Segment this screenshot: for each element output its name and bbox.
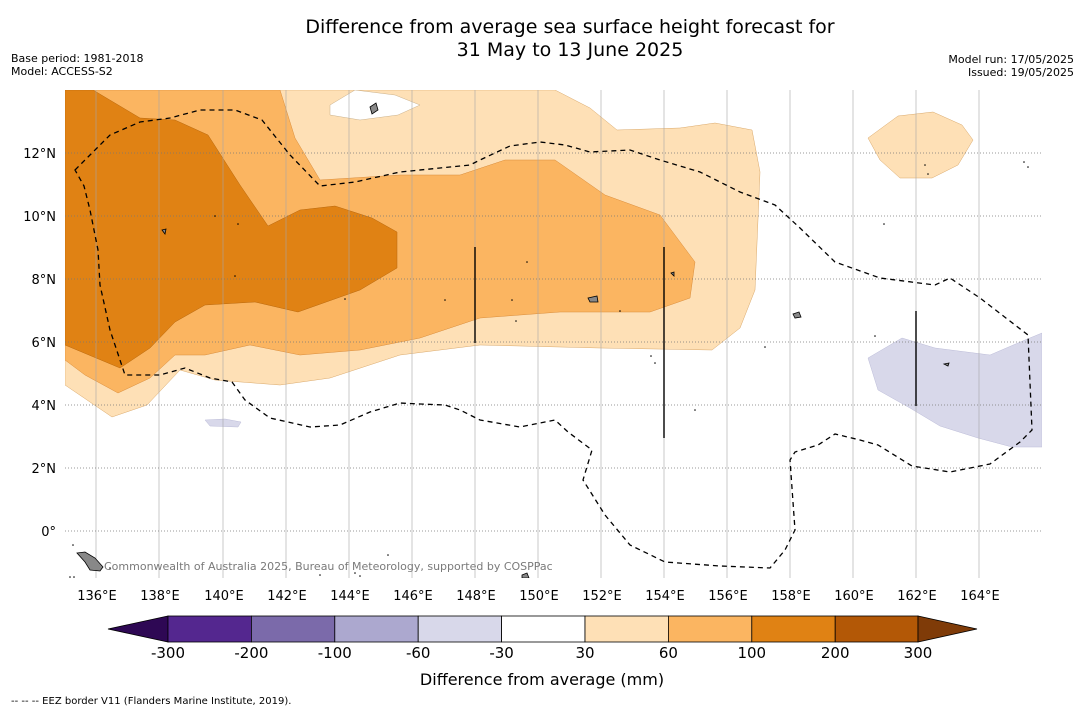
colorbar-label: -30 — [489, 644, 514, 662]
colorbar-label: 200 — [821, 644, 850, 662]
lon-tick-labels: 136°E 138°E 140°E 142°E 144°E 146°E 148°… — [77, 589, 1000, 604]
lon-tick: 156°E — [708, 589, 748, 604]
anomaly-100-200-region — [65, 90, 398, 369]
lon-tick: 146°E — [393, 589, 433, 604]
colorbar-label: 300 — [904, 644, 933, 662]
lon-tick: 150°E — [519, 589, 559, 604]
colorbar-bin — [668, 615, 753, 643]
title-line-2: 31 May to 13 June 2025 — [456, 39, 684, 61]
lat-tick: 4°N — [32, 399, 57, 414]
lon-tick: 162°E — [897, 589, 937, 604]
lon-tick: 138°E — [140, 589, 180, 604]
colorbar-bin — [250, 615, 336, 643]
islands — [76, 102, 950, 578]
colorbar-bin — [834, 615, 919, 643]
colorbar-bin — [501, 615, 586, 643]
colorbar-min-arrow — [107, 615, 169, 643]
lat-tick-labels: 12°N 10°N 8°N 6°N 4°N 2°N 0° — [23, 147, 56, 540]
colorbar-max-arrow — [917, 615, 978, 643]
island-small-c — [670, 271, 675, 277]
marker-lines — [474, 247, 917, 438]
anomaly-neg-30-60-region — [867, 332, 1042, 448]
meta-right: Model run: 17/05/2025 Issued: 19/05/2025 — [948, 53, 1074, 79]
base-period: Base period: 1981-2018 — [11, 52, 144, 65]
lon-tick: 152°E — [582, 589, 622, 604]
map-panel: Commonwealth of Australia 2025, Bureau o… — [65, 90, 1042, 578]
colorbar-label: -300 — [151, 644, 185, 662]
lon-tick: 164°E — [960, 589, 1000, 604]
island-palau — [76, 551, 104, 572]
model-run: Model run: 17/05/2025 — [948, 53, 1074, 66]
eez-border-line — [74, 109, 1033, 569]
lat-tick: 0° — [41, 525, 56, 540]
colorbar-label: 100 — [737, 644, 766, 662]
atoll-dots — [69, 161, 1029, 578]
eez-footnote: -- -- -- EEZ border V11 (Flanders Marine… — [11, 696, 292, 707]
colorbar-bin — [167, 615, 252, 643]
issued-date: Issued: 19/05/2025 — [967, 66, 1074, 79]
title-line-1: Difference from average sea surface heig… — [305, 16, 835, 38]
lon-tick: 140°E — [204, 589, 244, 604]
lat-tick: 8°N — [32, 273, 57, 288]
lat-grid-lines — [65, 152, 1042, 532]
colorbar-bin — [584, 615, 669, 643]
lat-tick: 10°N — [23, 210, 56, 225]
colorbar-label: -60 — [406, 644, 431, 662]
lon-tick: 142°E — [267, 589, 307, 604]
island-guam — [369, 102, 379, 115]
credit-text: Commonwealth of Australia 2025, Bureau o… — [104, 560, 553, 573]
colorbar-bin — [334, 615, 419, 643]
lon-tick: 154°E — [645, 589, 685, 604]
colorbar-bin — [417, 615, 503, 643]
colorbar-title: Difference from average (mm) — [420, 670, 664, 689]
model-name: Model: ACCESS-S2 — [11, 65, 113, 78]
colorbar-label: 30 — [575, 644, 594, 662]
lon-tick: 148°E — [456, 589, 496, 604]
lat-tick: 12°N — [23, 147, 56, 162]
grid-lines — [95, 90, 980, 578]
lon-tick: 136°E — [77, 589, 117, 604]
colorbar-label: -200 — [234, 644, 268, 662]
meta-left: Base period: 1981-2018 Model: ACCESS-S2 — [11, 52, 143, 78]
colorbar-label: -100 — [318, 644, 352, 662]
island-small-a — [161, 228, 167, 235]
lat-tick: 6°N — [32, 336, 57, 351]
island-chuuk — [587, 295, 599, 303]
anomaly-30-60-region-east — [867, 111, 974, 179]
lon-tick: 144°E — [330, 589, 370, 604]
lon-tick: 160°E — [834, 589, 874, 604]
lon-tick: 158°E — [771, 589, 811, 604]
lat-tick: 2°N — [32, 462, 57, 477]
island-pohnpei — [792, 311, 802, 319]
colorbar-bin — [751, 615, 836, 643]
colorbar: -300 -200 -100 -60 -30 30 60 100 200 300… — [107, 615, 978, 689]
colorbar-label: 60 — [659, 644, 678, 662]
island-small-b — [942, 362, 950, 367]
island-small-d — [521, 572, 530, 578]
